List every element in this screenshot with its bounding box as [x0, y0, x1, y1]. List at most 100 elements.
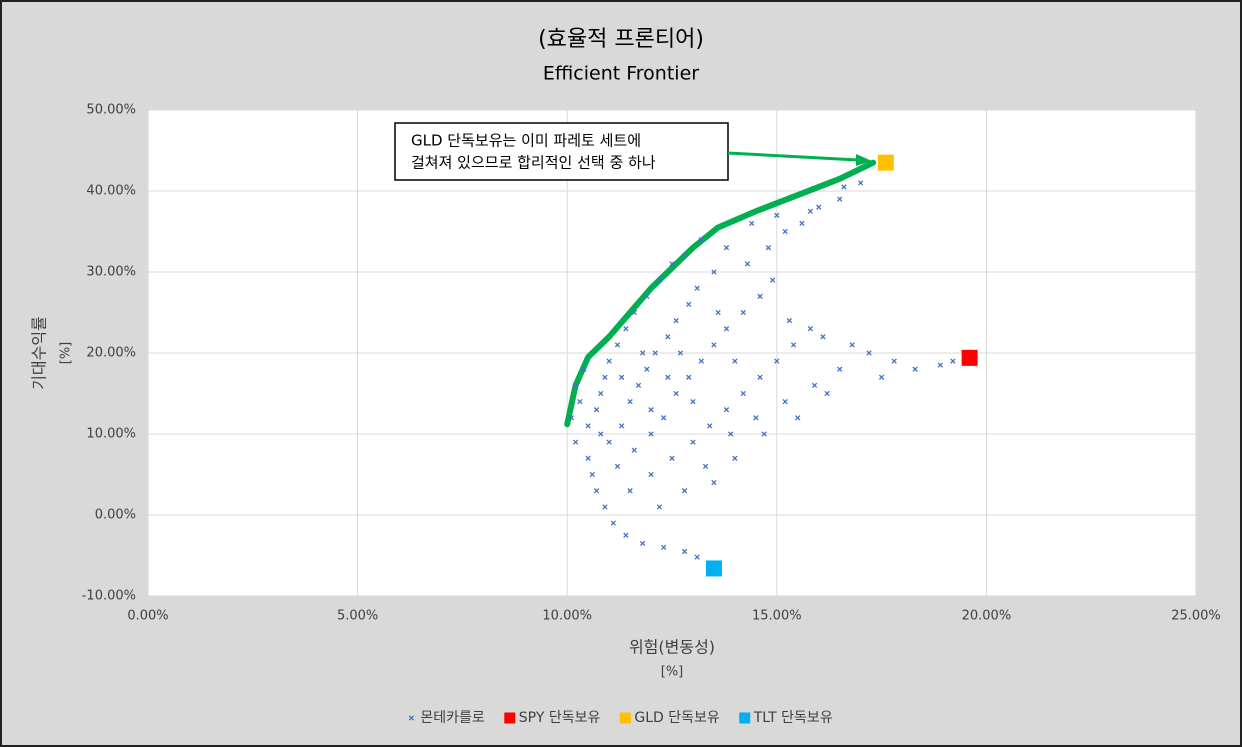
scatter-point — [690, 439, 696, 445]
scatter-point — [837, 196, 843, 202]
marker-stroke — [585, 423, 591, 429]
scatter-point — [728, 431, 734, 437]
marker-stroke — [681, 253, 688, 259]
marker-stroke — [795, 415, 801, 421]
marker-stroke — [891, 358, 897, 364]
marker-stroke — [824, 390, 830, 397]
scatter-point — [673, 390, 679, 397]
marker-stroke — [627, 488, 633, 494]
annotation-arrow — [727, 151, 859, 162]
marker-stroke — [769, 277, 776, 283]
scatter-point — [686, 301, 692, 308]
square-point — [961, 349, 978, 366]
marker-stroke — [820, 334, 826, 340]
x-tick-label: 5.00% — [337, 609, 378, 624]
legend-label: TLT 단독보유 — [753, 710, 833, 726]
scatter-point — [866, 350, 872, 356]
y-tick-label: -10.00% — [82, 589, 136, 604]
marker-stroke — [807, 208, 813, 214]
marker-stroke — [639, 350, 646, 356]
scatter-point — [824, 390, 830, 397]
marker-stroke — [606, 439, 612, 445]
scatter-point — [585, 455, 591, 461]
marker-stroke — [631, 309, 637, 316]
marker-stroke — [732, 455, 738, 461]
scatter-point — [698, 358, 705, 364]
scatter-point — [656, 504, 663, 510]
scatter-point — [669, 455, 675, 461]
scatter-point — [723, 326, 730, 332]
marker-stroke — [669, 261, 675, 267]
marker-stroke — [878, 374, 885, 380]
marker-stroke — [602, 504, 608, 510]
scatter-point — [681, 548, 688, 555]
marker-stroke — [619, 374, 625, 380]
marker-stroke — [753, 415, 759, 421]
plot: -10.00% 0.00% 10.00% 20.00% 30.00% 40.00% 50.0… — [82, 103, 1221, 624]
legend-label: 몬테카를로 — [420, 710, 485, 726]
marker-stroke — [757, 374, 763, 380]
marker-stroke — [669, 455, 675, 461]
square-point — [739, 712, 751, 724]
scatter-point — [598, 431, 604, 437]
marker-stroke — [723, 407, 730, 413]
marker-stroke — [631, 447, 637, 453]
scatter-point — [656, 277, 663, 283]
marker-stroke — [627, 398, 633, 405]
marker-stroke — [816, 204, 822, 210]
scatter-point — [598, 390, 604, 397]
marker-stroke — [665, 374, 671, 380]
scatter-point — [577, 398, 583, 405]
annotation-text: GLD 단독보유는 이미 파레토 세트에 — [411, 132, 641, 150]
marker-stroke — [748, 220, 755, 227]
scatter-point — [623, 326, 629, 332]
marker-stroke — [648, 407, 654, 413]
marker-stroke — [740, 309, 746, 316]
scatter-point — [585, 423, 591, 429]
scatter-point — [774, 212, 780, 218]
scatter-point — [602, 504, 608, 510]
marker-stroke — [568, 415, 575, 421]
scatter-point — [648, 431, 654, 437]
marker-stroke — [610, 520, 616, 526]
scatter-point — [610, 520, 616, 526]
marker-stroke — [408, 715, 415, 721]
scatter-point — [572, 439, 579, 445]
scatter-point — [711, 479, 717, 486]
scatter-point — [606, 358, 612, 364]
marker-stroke — [732, 358, 738, 364]
scatter-point — [711, 269, 717, 275]
marker-stroke — [728, 431, 734, 437]
scatter-point — [837, 366, 843, 372]
scatter-point — [723, 407, 730, 413]
marker-stroke — [598, 431, 604, 437]
marker-stroke — [648, 431, 654, 437]
legend-label: GLD 단독보유 — [634, 710, 720, 726]
x-tick-label: 10.00% — [542, 609, 592, 624]
scatter-point — [774, 358, 780, 364]
marker-stroke — [711, 269, 717, 275]
y-tick-label: 10.00% — [86, 427, 136, 442]
scatter-point — [673, 317, 679, 324]
scatter-point — [857, 180, 864, 186]
marker-stroke — [614, 463, 621, 470]
scatter-point — [669, 261, 675, 267]
marker-stroke — [786, 317, 793, 324]
scatter-point — [782, 228, 788, 235]
marker-stroke — [635, 382, 642, 389]
marker-stroke — [799, 220, 805, 227]
marker-stroke — [698, 236, 705, 243]
marker-stroke — [694, 554, 700, 560]
scatter-point — [589, 471, 596, 478]
marker-stroke — [589, 471, 596, 478]
marker-stroke — [698, 358, 705, 364]
y-tick-label: 0.00% — [95, 508, 136, 523]
marker-stroke — [857, 180, 864, 186]
scatter-point — [602, 374, 608, 380]
scatter-point — [619, 374, 625, 380]
scatter-point — [753, 415, 759, 421]
scatter-point — [786, 317, 793, 324]
scatter-point — [614, 342, 621, 348]
marker-stroke — [585, 455, 591, 461]
